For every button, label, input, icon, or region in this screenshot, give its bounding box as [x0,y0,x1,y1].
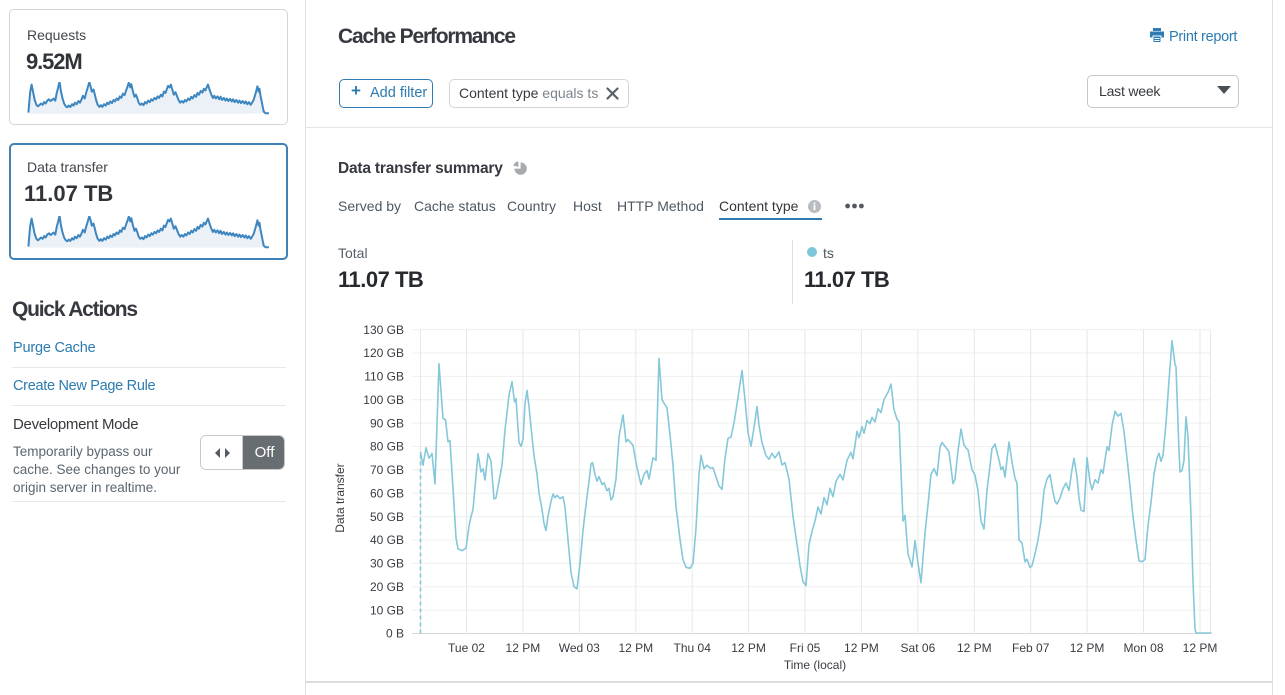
svg-text:70 GB: 70 GB [370,463,404,477]
svg-text:100 GB: 100 GB [363,393,404,407]
svg-text:12 PM: 12 PM [731,641,766,655]
svg-text:110 GB: 110 GB [364,370,404,384]
svg-text:Time (local): Time (local) [784,658,846,672]
svg-text:12 PM: 12 PM [844,641,879,655]
svg-text:80 GB: 80 GB [370,440,404,454]
svg-text:Tue 02: Tue 02 [448,641,485,655]
svg-text:Mon 08: Mon 08 [1123,641,1163,655]
svg-text:12 PM: 12 PM [506,641,541,655]
svg-text:12 PM: 12 PM [1070,641,1105,655]
svg-text:20 GB: 20 GB [370,580,404,594]
svg-text:12 PM: 12 PM [1183,641,1218,655]
svg-text:12 PM: 12 PM [618,641,653,655]
svg-text:10 GB: 10 GB [370,603,404,617]
svg-text:90 GB: 90 GB [370,416,404,430]
svg-text:Feb 07: Feb 07 [1012,641,1050,655]
svg-text:Wed 03: Wed 03 [559,641,600,655]
svg-text:0 B: 0 B [386,627,404,641]
svg-text:Fri 05: Fri 05 [790,641,821,655]
svg-text:120 GB: 120 GB [363,346,404,360]
svg-text:50 GB: 50 GB [370,510,404,524]
svg-text:Thu 04: Thu 04 [674,641,712,655]
svg-text:30 GB: 30 GB [370,557,404,571]
svg-text:Sat 06: Sat 06 [901,641,936,655]
svg-text:130 GB: 130 GB [363,323,404,337]
svg-text:12 PM: 12 PM [957,641,992,655]
svg-text:Data transfer: Data transfer [333,463,347,532]
svg-text:40 GB: 40 GB [370,533,404,547]
svg-text:60 GB: 60 GB [370,486,404,500]
